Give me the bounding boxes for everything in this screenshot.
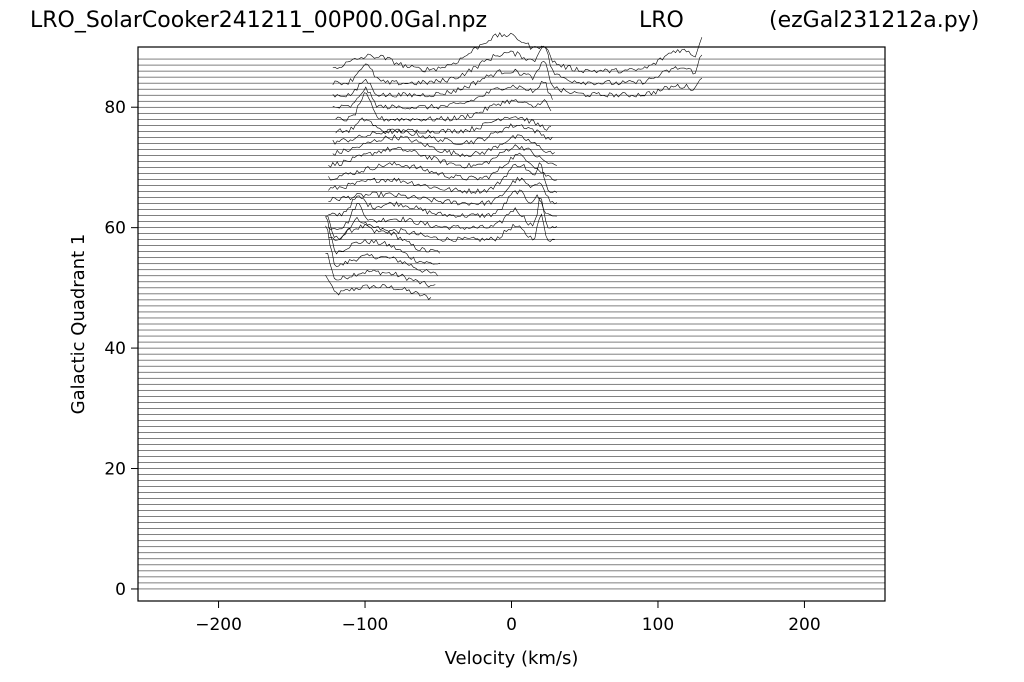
spectrum-line [328, 176, 558, 207]
spectrum-line [328, 162, 558, 194]
spectrum-line [325, 216, 440, 265]
spectrum-line [332, 80, 553, 110]
spectrum-line [325, 225, 438, 276]
spectrum-line [332, 60, 703, 98]
spectrum-line [332, 45, 703, 86]
x-tick-label: 200 [788, 615, 820, 635]
spectrum-line [335, 92, 552, 122]
spectrum-line [332, 32, 703, 74]
x-axis-ticks: −200 −100 0 100 200 [195, 601, 821, 635]
spectrum-line [328, 144, 558, 169]
chart-title-left: LRO_SolarCooker241211_00P00.0Gal.npz [30, 8, 488, 33]
chart-title-right: (ezGal231212a.py) [769, 8, 980, 33]
spectrum-line [328, 189, 557, 218]
spectrum-line [328, 197, 558, 230]
spectrum-line [328, 213, 555, 243]
x-tick-label: 0 [506, 615, 517, 635]
x-tick-label: −100 [342, 615, 389, 635]
spectrum-line [328, 152, 557, 181]
x-tick-label: 100 [642, 615, 674, 635]
y-tick-label: 80 [104, 98, 126, 118]
y-tick-label: 40 [104, 339, 126, 359]
chart-title-center: LRO [639, 8, 684, 33]
spectrum-line [325, 215, 440, 254]
y-axis-ticks: 0 20 40 60 80 [104, 98, 138, 600]
spectra-lines [325, 32, 703, 300]
spectrum-line [325, 253, 436, 288]
spectrum-line [332, 134, 555, 158]
spectrum-line [332, 123, 553, 145]
x-tick-label: −200 [195, 615, 242, 635]
spectrum-line [335, 116, 552, 134]
y-axis-label: Galactic Quadrant 1 [68, 234, 89, 415]
x-axis-label: Velocity (km/s) [445, 648, 579, 669]
baseline-lines [138, 58, 885, 590]
y-tick-label: 20 [104, 460, 126, 480]
y-tick-label: 0 [115, 580, 126, 600]
spectrum-line [325, 274, 432, 300]
y-tick-label: 60 [104, 219, 126, 239]
